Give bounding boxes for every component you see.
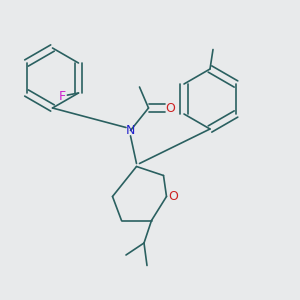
Text: O: O xyxy=(168,190,178,203)
Text: F: F xyxy=(58,89,65,103)
Text: N: N xyxy=(126,124,135,137)
Text: O: O xyxy=(166,101,175,115)
